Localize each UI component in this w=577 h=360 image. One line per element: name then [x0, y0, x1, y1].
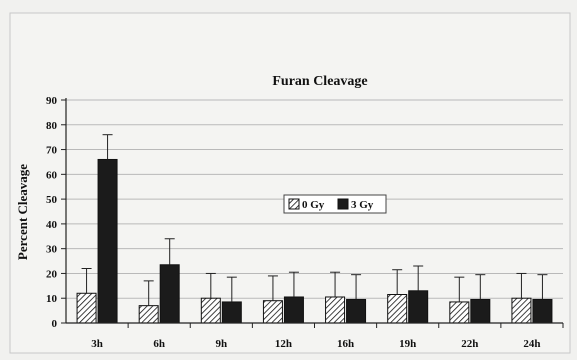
- bar-3-gy: [221, 301, 242, 324]
- bar-0-gy: [325, 296, 346, 324]
- bar-3-gy: [532, 298, 553, 324]
- legend-box: [283, 194, 387, 214]
- bar-0-gy: [449, 301, 470, 324]
- bar-0-gy: [138, 305, 159, 324]
- bar-3-gy: [283, 296, 304, 324]
- x-tick-label: 22h: [461, 338, 478, 350]
- y-tick-label: 20: [46, 268, 58, 280]
- y-tick-label: 30: [46, 244, 58, 256]
- bar-0-gy: [511, 297, 532, 324]
- bar-3-gy: [346, 298, 367, 324]
- x-tick-label: 12h: [275, 338, 292, 350]
- bar-0-gy: [76, 292, 97, 324]
- y-tick-label: 80: [46, 120, 58, 132]
- bar-3-gy: [159, 264, 180, 324]
- bar-0-gy: [387, 294, 408, 324]
- bar-3-gy: [97, 158, 118, 324]
- y-tick-label: 0: [52, 318, 58, 330]
- x-tick-label: 3h: [91, 338, 103, 350]
- legend-swatch-3-gy: [337, 198, 349, 210]
- y-axis-label: Percent Cleavage: [15, 164, 30, 260]
- y-tick-label: 50: [46, 194, 58, 206]
- chart-title: Furan Cleavage: [272, 74, 367, 89]
- y-tick-label: 10: [46, 293, 58, 305]
- x-tick-label: 16h: [337, 338, 354, 350]
- bars-layer: [76, 134, 553, 324]
- legend-label-0-gy: 0 Gy: [302, 199, 325, 211]
- x-tick-label: 24h: [523, 338, 540, 350]
- x-tick-label: 19h: [399, 338, 416, 350]
- bar-0-gy: [262, 300, 283, 324]
- bar-3-gy: [470, 298, 491, 324]
- y-tick-label: 60: [46, 169, 58, 181]
- legend-label-3-gy: 3 Gy: [351, 199, 374, 211]
- bar-0-gy: [200, 297, 221, 324]
- x-tick-label: 6h: [153, 338, 165, 350]
- axes: 0 10 20 30 40 50 60 70 80 90 3h 6h 9h 12h 16h 19h 22h 24h: [46, 95, 564, 350]
- legend-swatch-0-gy: [288, 198, 300, 210]
- y-tick-label: 70: [46, 145, 58, 157]
- bar-3-gy: [408, 290, 429, 324]
- y-tick-label: 90: [46, 95, 58, 107]
- x-tick-label: 9h: [216, 338, 228, 350]
- y-tick-label: 40: [46, 219, 58, 231]
- legend: 0 Gy 3 Gy: [283, 194, 387, 214]
